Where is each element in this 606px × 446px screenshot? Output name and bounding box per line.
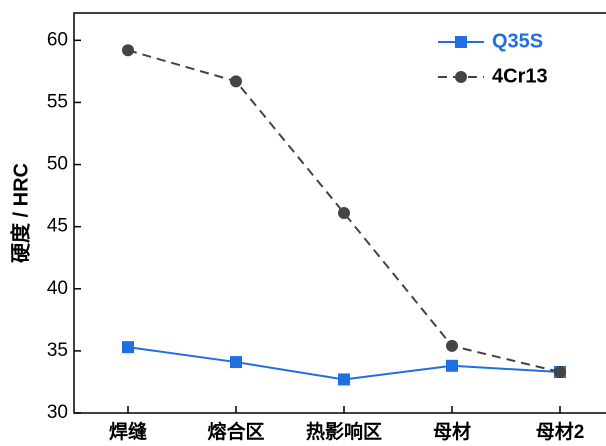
marker [338, 373, 350, 386]
marker [230, 75, 242, 88]
x-tick-label: 母材 [433, 420, 471, 441]
x-tick-label: 热影响区 [306, 420, 382, 441]
y-tick-label: 30 [47, 402, 68, 423]
x-tick-label: 母材2 [536, 420, 585, 441]
marker [446, 359, 458, 372]
marker [455, 36, 467, 48]
marker [230, 356, 242, 369]
y-tick-label: 45 [47, 216, 68, 237]
y-axis-label: 硬度 / HRC [8, 163, 32, 263]
marker [446, 339, 458, 352]
marker [122, 341, 134, 354]
legend-label: Q35S [492, 30, 543, 52]
y-tick-label: 50 [47, 154, 68, 175]
legend-label: 4Cr13 [492, 65, 548, 87]
marker [455, 71, 467, 83]
x-tick-label: 焊缝 [109, 420, 147, 441]
marker [122, 44, 134, 57]
y-tick-label: 40 [47, 278, 68, 299]
y-tick-label: 60 [47, 29, 68, 50]
y-tick-label: 35 [47, 340, 68, 361]
x-tick-label: 熔合区 [207, 420, 264, 441]
y-tick-label: 55 [47, 91, 68, 112]
marker [338, 207, 350, 219]
marker [554, 366, 566, 379]
